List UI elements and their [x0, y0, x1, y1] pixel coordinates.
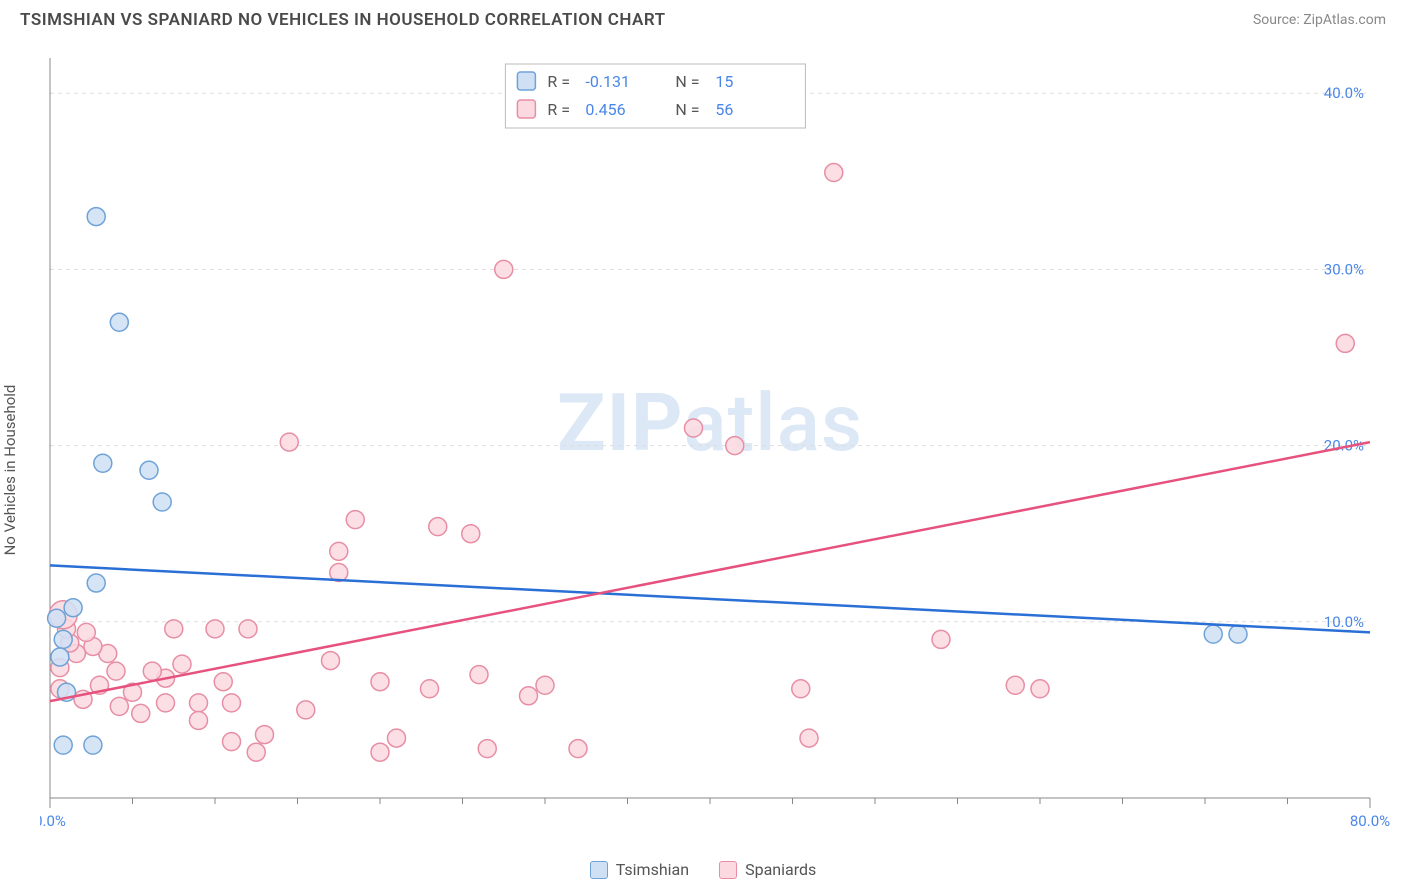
scatter-point: [64, 599, 82, 617]
scatter-point: [223, 694, 241, 712]
scatter-point: [388, 729, 406, 747]
scatter-point: [371, 673, 389, 691]
scatter-point: [346, 511, 364, 529]
scatter-point: [54, 736, 72, 754]
legend-bottom: Tsimshian Spaniards: [0, 860, 1406, 879]
scatter-point: [322, 652, 340, 670]
legend-r-label: R =: [547, 72, 570, 91]
scatter-point: [54, 630, 72, 648]
scatter-point: [84, 736, 102, 754]
chart-title: TSIMSHIAN VS SPANIARD NO VEHICLES IN HOU…: [20, 10, 666, 30]
scatter-point: [165, 620, 183, 638]
legend-swatch: [517, 72, 535, 90]
chart-header: TSIMSHIAN VS SPANIARD NO VEHICLES IN HOU…: [0, 0, 1406, 38]
legend-item: Spaniards: [719, 860, 816, 879]
scatter-point: [190, 694, 208, 712]
y-tick-label: 40.0%: [1324, 84, 1364, 102]
scatter-point: [470, 666, 488, 684]
legend-r-value: 0.456: [585, 100, 625, 119]
legend-n-value: 56: [715, 100, 733, 119]
scatter-point: [1031, 680, 1049, 698]
watermark: ZIPatlas: [557, 376, 863, 470]
trend-line: [50, 442, 1370, 701]
scatter-point: [223, 733, 241, 751]
y-tick-label: 30.0%: [1324, 260, 1364, 278]
scatter-point: [206, 620, 224, 638]
source-link[interactable]: ZipAtlas.com: [1303, 12, 1386, 28]
scatter-point: [173, 655, 191, 673]
scatter-point: [143, 662, 161, 680]
scatter-point: [371, 743, 389, 761]
scatter-point: [132, 704, 150, 722]
legend-swatch: [517, 100, 535, 118]
scatter-point: [800, 729, 818, 747]
scatter-point: [462, 525, 480, 543]
scatter-point: [421, 680, 439, 698]
scatter-point: [429, 518, 447, 536]
scatter-point: [247, 743, 265, 761]
legend-n-value: 15: [715, 72, 733, 91]
y-axis-label: No Vehicles in Household: [1, 384, 19, 555]
scatter-point: [87, 574, 105, 592]
legend-r-label: R =: [547, 100, 570, 119]
legend-swatch: [719, 861, 737, 879]
scatter-point: [932, 630, 950, 648]
scatter-point: [536, 676, 554, 694]
legend-label: Tsimshian: [616, 860, 689, 879]
scatter-point: [239, 620, 257, 638]
scatter-point: [256, 726, 274, 744]
scatter-chart: ZIPatlas10.0%20.0%30.0%40.0%0.0%80.0%R =…: [40, 38, 1390, 838]
scatter-point: [726, 437, 744, 455]
scatter-point: [51, 648, 69, 666]
scatter-point: [330, 542, 348, 560]
scatter-point: [280, 433, 298, 451]
scatter-point: [140, 461, 158, 479]
scatter-point: [1006, 676, 1024, 694]
scatter-point: [153, 493, 171, 511]
scatter-point: [1336, 334, 1354, 352]
legend-swatch: [590, 861, 608, 879]
scatter-point: [297, 701, 315, 719]
scatter-point: [792, 680, 810, 698]
scatter-point: [110, 313, 128, 331]
chart-area: No Vehicles in Household ZIPatlas10.0%20…: [0, 38, 1406, 883]
scatter-point: [190, 711, 208, 729]
legend-label: Spaniards: [745, 860, 816, 879]
scatter-point: [520, 687, 538, 705]
scatter-point: [87, 208, 105, 226]
scatter-point: [478, 740, 496, 758]
scatter-point: [825, 164, 843, 182]
scatter-point: [214, 673, 232, 691]
scatter-point: [110, 697, 128, 715]
y-tick-label: 10.0%: [1324, 613, 1364, 631]
legend-item: Tsimshian: [590, 860, 689, 879]
chart-source: Source: ZipAtlas.com: [1253, 12, 1386, 28]
legend-r-value: -0.131: [585, 72, 630, 91]
scatter-point: [1229, 625, 1247, 643]
scatter-point: [1204, 625, 1222, 643]
legend-n-label: N =: [675, 100, 699, 119]
x-tick-label: 0.0%: [40, 812, 66, 830]
scatter-point: [77, 623, 95, 641]
x-tick-label: 80.0%: [1350, 812, 1390, 830]
legend-n-label: N =: [675, 72, 699, 91]
scatter-point: [48, 609, 66, 627]
scatter-point: [107, 662, 125, 680]
scatter-point: [495, 260, 513, 278]
scatter-point: [157, 694, 175, 712]
scatter-point: [685, 419, 703, 437]
scatter-point: [569, 740, 587, 758]
scatter-point: [94, 454, 112, 472]
